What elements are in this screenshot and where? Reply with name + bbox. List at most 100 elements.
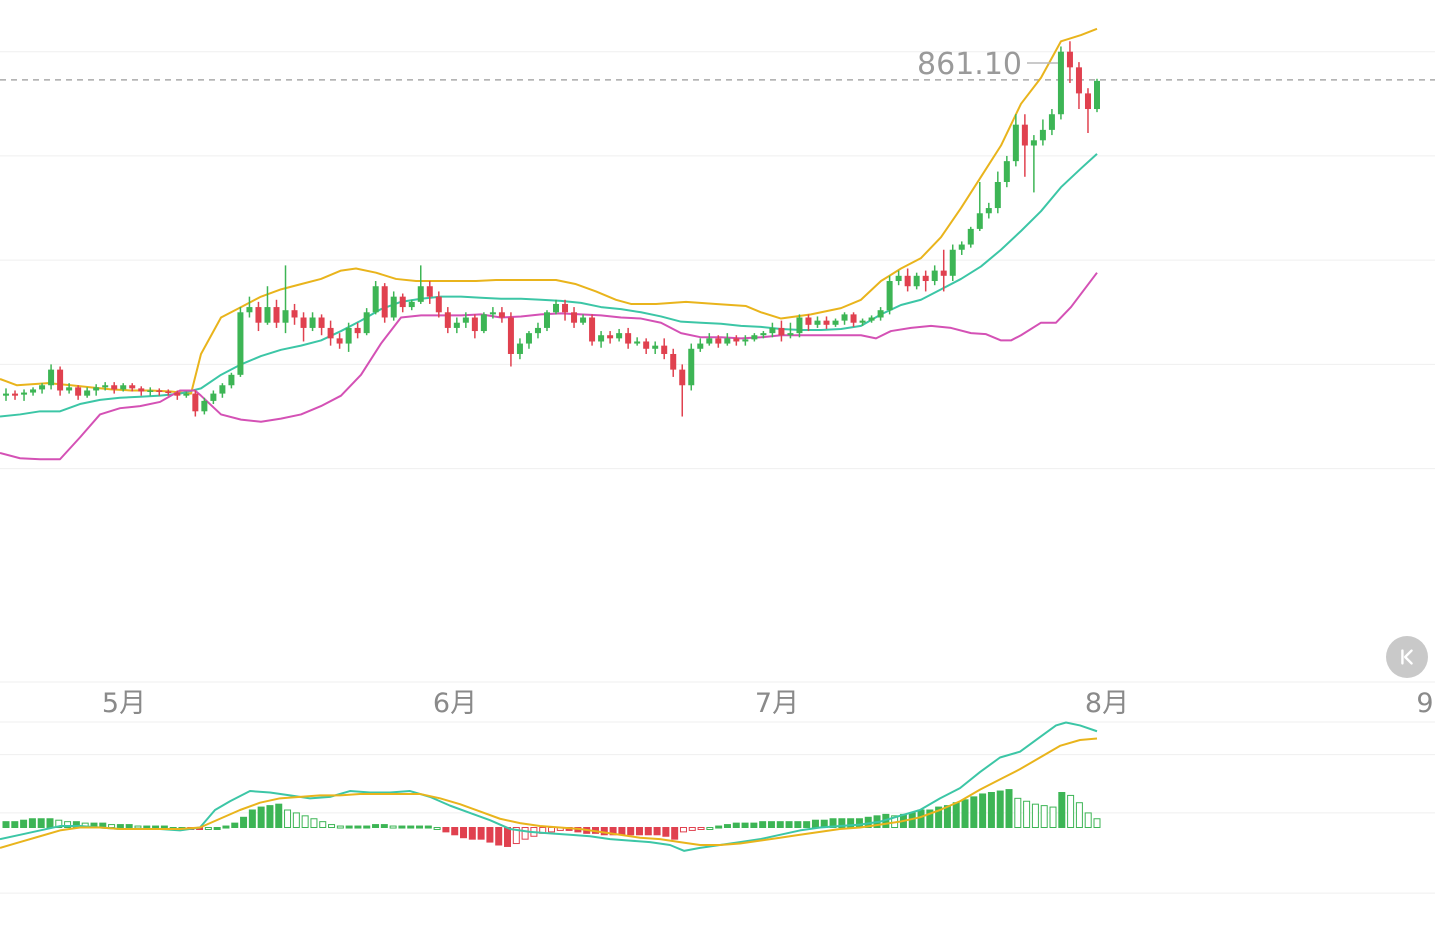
macd-histogram-bar (116, 824, 124, 828)
candle-body (994, 181, 1001, 209)
macd-histogram-bar (1067, 794, 1075, 829)
candle-body (534, 327, 541, 334)
macd-histogram-bar (1031, 803, 1039, 829)
candle-body (264, 307, 271, 323)
macd-histogram-bar (160, 825, 168, 829)
candle (562, 299, 569, 321)
candle (814, 316, 821, 328)
macd-histogram-bar (134, 825, 142, 829)
candle-body (201, 400, 208, 412)
macd-histogram-bar (301, 815, 309, 828)
candle-body (363, 312, 370, 334)
macd-histogram-bar (486, 827, 494, 843)
candle (372, 281, 379, 315)
candle (985, 202, 992, 219)
macd-histogram-bar (152, 825, 160, 829)
macd-histogram-bar (266, 805, 274, 828)
candle (363, 308, 370, 336)
macd-histogram-bar (504, 827, 512, 847)
macd-histogram-bar (706, 827, 714, 830)
macd-histogram-bar (671, 827, 679, 840)
candle (12, 390, 19, 400)
candle-body (327, 327, 334, 339)
candle (426, 281, 433, 304)
candle (543, 310, 550, 332)
candle-body (417, 286, 424, 302)
middle-band-line (0, 153, 1098, 418)
candle (399, 293, 406, 313)
x-tick-label: 7月 (755, 688, 799, 719)
candle (958, 241, 965, 255)
candle-body (904, 275, 911, 287)
peak-annotation: 861.10 (917, 47, 1058, 82)
candle-body (156, 390, 163, 392)
macd-histogram-bar (926, 809, 934, 828)
candle (796, 314, 803, 338)
candle-body (580, 317, 587, 323)
macd-histogram-bar (662, 827, 670, 837)
macd-histogram-bar (257, 806, 265, 828)
axis-labels: 5月 6月 7月 8月 9 (102, 688, 1434, 719)
macd-histogram-bar (618, 827, 626, 836)
candle-body (841, 314, 848, 321)
candle (480, 312, 487, 334)
x-tick-label: 5月 (102, 688, 146, 719)
candle (1084, 88, 1091, 133)
candle (57, 366, 64, 396)
candle-body (652, 345, 659, 349)
candle-body (525, 333, 532, 344)
candle (183, 391, 190, 398)
candle-body (679, 369, 686, 386)
candle (616, 328, 623, 342)
candle-body (562, 303, 569, 313)
candle-body (210, 393, 217, 401)
candle-body (940, 270, 947, 276)
candle-body (760, 333, 767, 336)
candle-body (553, 303, 560, 313)
macd-histogram-bar (108, 824, 116, 828)
candle (192, 390, 199, 417)
candle (1094, 78, 1100, 113)
candle-body (444, 312, 451, 328)
macd-histogram-bar (723, 824, 731, 828)
candle-body (1066, 51, 1073, 68)
candle (381, 283, 388, 323)
candle-body (57, 369, 64, 391)
candle-body (769, 327, 776, 334)
candle (138, 386, 145, 396)
candle (1003, 155, 1010, 188)
candle-body (949, 249, 956, 276)
macd-histogram-bar (275, 803, 283, 829)
candle-body (868, 317, 875, 321)
candle (1048, 109, 1055, 136)
macd-histogram-bar (11, 821, 19, 829)
macd-histogram-bar (979, 793, 987, 828)
macd-histogram-bar (451, 827, 459, 836)
candle-body (471, 317, 478, 332)
macd-histogram-bar (292, 812, 300, 829)
macd-histogram-bar (987, 792, 995, 828)
candle (580, 314, 587, 325)
candle-body (1012, 124, 1019, 162)
candle-body (462, 317, 469, 323)
candle-body (1094, 80, 1100, 110)
candle-body (643, 341, 650, 349)
candle-body (390, 296, 397, 318)
candle-body (111, 385, 118, 390)
candle (219, 383, 226, 398)
macd-histogram-bar (935, 806, 943, 828)
candle-body (787, 333, 794, 336)
macd-histogram-bar (398, 825, 406, 829)
macd-histogram-bar (37, 818, 45, 828)
return-latest-button[interactable] (1386, 636, 1428, 678)
candle (255, 301, 262, 332)
candle-body (1030, 140, 1037, 146)
candle (516, 338, 523, 360)
candle (931, 265, 938, 286)
candle (778, 320, 785, 342)
macd-histogram-bar (389, 825, 397, 829)
macd-histogram-bar (741, 822, 749, 828)
candle-body (895, 275, 902, 282)
